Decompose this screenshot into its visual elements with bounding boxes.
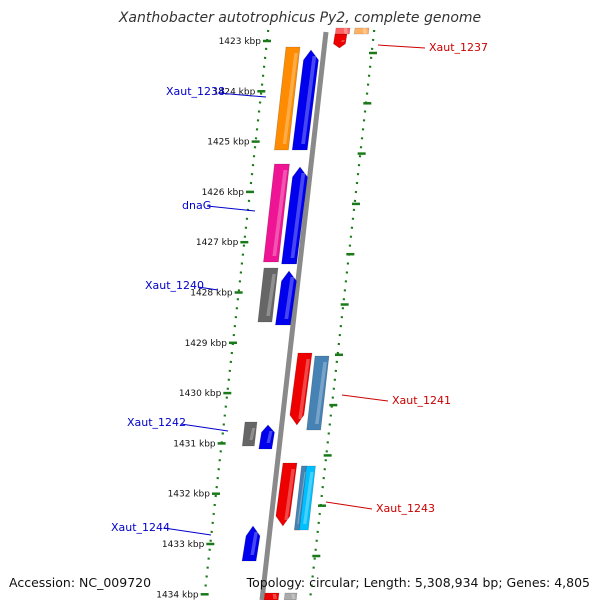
gene-xaut-1242-blue-highlight [266, 431, 273, 443]
gene-bottom-red [263, 592, 280, 600]
connector-xaut-1241 [341, 394, 389, 402]
tick-label: 1432 kbp [168, 490, 211, 500]
gene-xaut-1243-steel [293, 465, 307, 531]
connector-xaut-1240 [197, 286, 219, 291]
genome-backbone [259, 31, 329, 600]
gene-xaut-1243-red-body [275, 462, 298, 527]
gene-label-xaut-1240[interactable]: Xaut_1240 [145, 279, 204, 292]
gene-xaut-1238-blue [291, 49, 319, 151]
gene-top-peach-highlight [362, 28, 367, 34]
tick-label: 1425 kbp [207, 138, 250, 148]
gene-xaut-1238-orange [274, 46, 301, 151]
gene-xaut-1241-steel [306, 355, 330, 431]
tick-label: 1431 kbp [173, 439, 216, 449]
tick-label: 1433 kbp [162, 540, 205, 550]
gene-label-xaut-1238[interactable]: Xaut_1238 [166, 85, 225, 98]
gene-xaut-1240-blue-highlight [284, 277, 295, 319]
gene-label-xaut-1243[interactable]: Xaut_1243 [376, 502, 435, 515]
connector-xaut-1242 [180, 423, 229, 432]
gene-xaut-1241-steel-highlight [315, 362, 327, 424]
gene-xaut-1243-steel-highlight [297, 472, 306, 524]
gene-dnag-magenta [263, 163, 290, 263]
gene-label-dnag[interactable]: dnaG [182, 199, 211, 212]
tick-label: 1430 kbp [179, 389, 222, 399]
gene-xaut-1240-gray [257, 267, 279, 323]
gene-top-lightred [334, 27, 351, 35]
gene-top-lightred-body [334, 27, 351, 35]
ruler-left [202, 29, 270, 600]
ruler-right [308, 29, 376, 600]
gene-xaut-1242-gray [241, 421, 258, 447]
gene-xaut-1243-cyan-highlight [303, 472, 314, 524]
connector-xaut-1243 [325, 501, 373, 510]
gene-dnag-blue [281, 166, 308, 265]
gene-xaut-1244-blue-highlight [250, 532, 258, 555]
gene-xaut-1241-red-body [289, 352, 313, 426]
gene-label-xaut-1241[interactable]: Xaut_1241 [392, 394, 451, 407]
gene-xaut-1243-steel-body [293, 465, 307, 531]
gene-xaut-1241-steel-body [306, 355, 330, 431]
gene-dnag-blue-highlight [290, 173, 306, 258]
tick-label: 1429 kbp [185, 339, 228, 349]
gene-xaut-1238-blue-highlight [301, 56, 317, 144]
gene-xaut-1243-red-highlight [284, 469, 295, 520]
gene-xaut-1242-blue [258, 424, 275, 450]
gene-xaut-1240-blue [275, 270, 297, 326]
tick-label: 1426 kbp [202, 188, 245, 198]
gene-xaut-1244-blue [241, 525, 261, 562]
tick-label: 1428 kbp [190, 289, 233, 299]
topology-text: Topology: circular; Length: 5,308,934 bp… [246, 575, 590, 590]
gene-bottom-gray-body [283, 592, 298, 600]
tick-label: 1424 kbp [213, 87, 256, 97]
gene-xaut-1242-blue-body [258, 424, 275, 450]
tick-label: 1434 kbp [156, 590, 199, 600]
gene-xaut-1242-gray-highlight [249, 428, 256, 440]
connector-dnag [206, 205, 256, 212]
connector-xaut-1237 [377, 44, 426, 49]
gene-xaut-1241-red [289, 352, 313, 426]
gene-xaut-1244-blue-body [241, 525, 261, 562]
gene-top-peach-body [353, 27, 370, 35]
gene-xaut-1243-red [275, 462, 298, 527]
gene-xaut-1238-orange-body [274, 46, 301, 151]
ruler-ticks: 1423 kbp 1424 kbp 1425 kbp 1426 kbp 1427 kbp… [156, 37, 377, 600]
gene-dnag-magenta-body [263, 163, 290, 263]
gene-bottom-red-highlight [272, 594, 277, 599]
gene-top-lightred-highlight [343, 28, 348, 34]
gene-top-red [333, 33, 348, 49]
gene-label-xaut-1237[interactable]: Xaut_1237 [429, 41, 488, 54]
gene-xaut-1240-blue-body [275, 270, 297, 326]
gene-xaut-1240-gray-highlight [266, 274, 276, 316]
gene-xaut-1238-blue-body [291, 49, 319, 151]
gene-xaut-1238-orange-highlight [282, 53, 298, 144]
gene-bottom-gray [283, 592, 298, 600]
label-connectors [163, 44, 426, 536]
map-title: Xanthobacter autotrophicus Py2, complete… [118, 10, 482, 26]
connector-xaut-1244 [163, 527, 212, 536]
gene-top-red-body [333, 33, 348, 49]
gene-bottom-gray-highlight [291, 594, 296, 599]
gene-xaut-1240-gray-body [257, 267, 279, 323]
connector-xaut-1238 [217, 92, 267, 98]
gene-top-peach [353, 27, 370, 35]
gene-xaut-1241-red-highlight [298, 359, 310, 419]
gene-bottom-red-body [263, 592, 280, 600]
tick-label: 1423 kbp [219, 37, 262, 47]
gene-xaut-1242-gray-body [241, 421, 258, 447]
gene-label-xaut-1244[interactable]: Xaut_1244 [111, 521, 170, 534]
gene-label-xaut-1242[interactable]: Xaut_1242 [127, 416, 186, 429]
gene-dnag-blue-body [281, 166, 308, 265]
gene-top-red-highlight [340, 40, 346, 42]
tick-label: 1427 kbp [196, 238, 239, 248]
gene-features [241, 27, 370, 600]
gene-labels: Xaut_1237 Xaut_1238 dnaG Xaut_1240 Xaut_… [111, 41, 488, 534]
accession-text: Accession: NC_009720 [9, 575, 152, 590]
gene-dnag-magenta-highlight [272, 170, 288, 256]
